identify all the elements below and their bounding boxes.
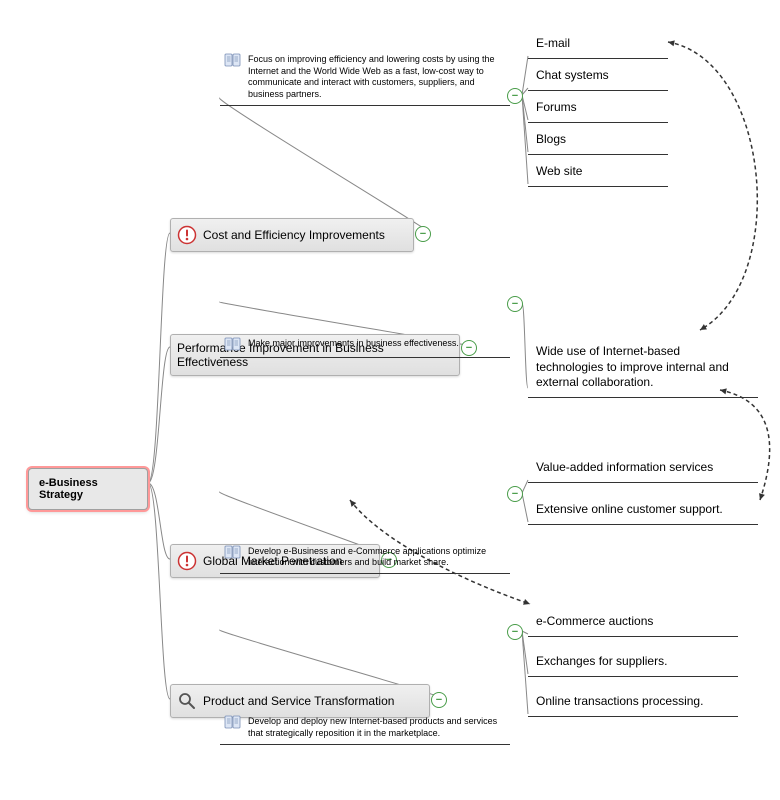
expand-desc-global[interactable]: − <box>507 486 523 502</box>
category-cost[interactable]: Cost and Efficiency Improvements <box>170 218 414 252</box>
leaf-cost-4[interactable]: Web site <box>528 158 668 187</box>
expand-desc-cost[interactable]: − <box>507 88 523 104</box>
desc-text: Develop e-Business and e-Commerce applic… <box>248 546 486 568</box>
leaf-perf-0[interactable]: Wide use of Internet-based technologies … <box>528 338 758 398</box>
expand-product[interactable]: − <box>431 692 447 708</box>
tree-connector <box>148 483 170 699</box>
document-icon <box>224 336 242 352</box>
leaf-cost-3[interactable]: Blogs <box>528 126 668 155</box>
leaf-cost-0[interactable]: E-mail <box>528 30 668 59</box>
leaf-product-0[interactable]: e-Commerce auctions <box>528 608 738 637</box>
document-icon <box>224 544 242 560</box>
relationship-arrow <box>720 390 770 500</box>
leaf-label: Chat systems <box>536 68 609 82</box>
leaf-global-1[interactable]: Extensive online customer support. <box>528 496 758 525</box>
alert-icon <box>177 225 197 245</box>
leaf-product-2[interactable]: Online transactions processing. <box>528 688 738 717</box>
expand-desc-perf[interactable]: − <box>507 296 523 312</box>
desc-perf: Make major improvements in business effe… <box>220 334 510 358</box>
desc-product: Develop and deploy new Internet-based pr… <box>220 712 510 744</box>
desc-text: Focus on improving efficiency and loweri… <box>248 54 494 99</box>
leaf-label: Forums <box>536 100 577 114</box>
leaf-cost-1[interactable]: Chat systems <box>528 62 668 91</box>
magnify-icon <box>177 691 197 711</box>
leaf-label: Online transactions processing. <box>536 694 703 708</box>
tree-connector <box>148 347 170 483</box>
leaf-product-1[interactable]: Exchanges for suppliers. <box>528 648 738 677</box>
leaf-global-0[interactable]: Value-added information services <box>528 454 758 483</box>
tree-connector <box>148 483 170 559</box>
leaf-label: Extensive online customer support. <box>536 502 723 516</box>
document-icon <box>224 52 242 68</box>
expand-desc-product[interactable]: − <box>507 624 523 640</box>
leaf-label: E-mail <box>536 36 570 50</box>
category-label: Cost and Efficiency Improvements <box>203 228 385 242</box>
leaf-label: Value-added information services <box>536 460 713 474</box>
leaf-label: e-Commerce auctions <box>536 614 653 628</box>
desc-text: Develop and deploy new Internet-based pr… <box>248 716 497 738</box>
category-label: Product and Service Transformation <box>203 694 394 708</box>
alert-icon <box>177 551 197 571</box>
root-node[interactable]: e-Business Strategy <box>28 468 148 510</box>
document-icon <box>224 714 242 730</box>
expand-cost[interactable]: − <box>415 226 431 242</box>
leaf-label: Wide use of Internet-based technologies … <box>536 344 729 389</box>
leaf-cost-2[interactable]: Forums <box>528 94 668 123</box>
leaf-label: Exchanges for suppliers. <box>536 654 667 668</box>
leaf-label: Blogs <box>536 132 566 146</box>
desc-global: Develop e-Business and e-Commerce applic… <box>220 542 510 574</box>
leaf-label: Web site <box>536 164 582 178</box>
desc-text: Make major improvements in business effe… <box>248 338 459 348</box>
tree-connector <box>148 233 170 483</box>
desc-cost: Focus on improving efficiency and loweri… <box>220 50 510 106</box>
